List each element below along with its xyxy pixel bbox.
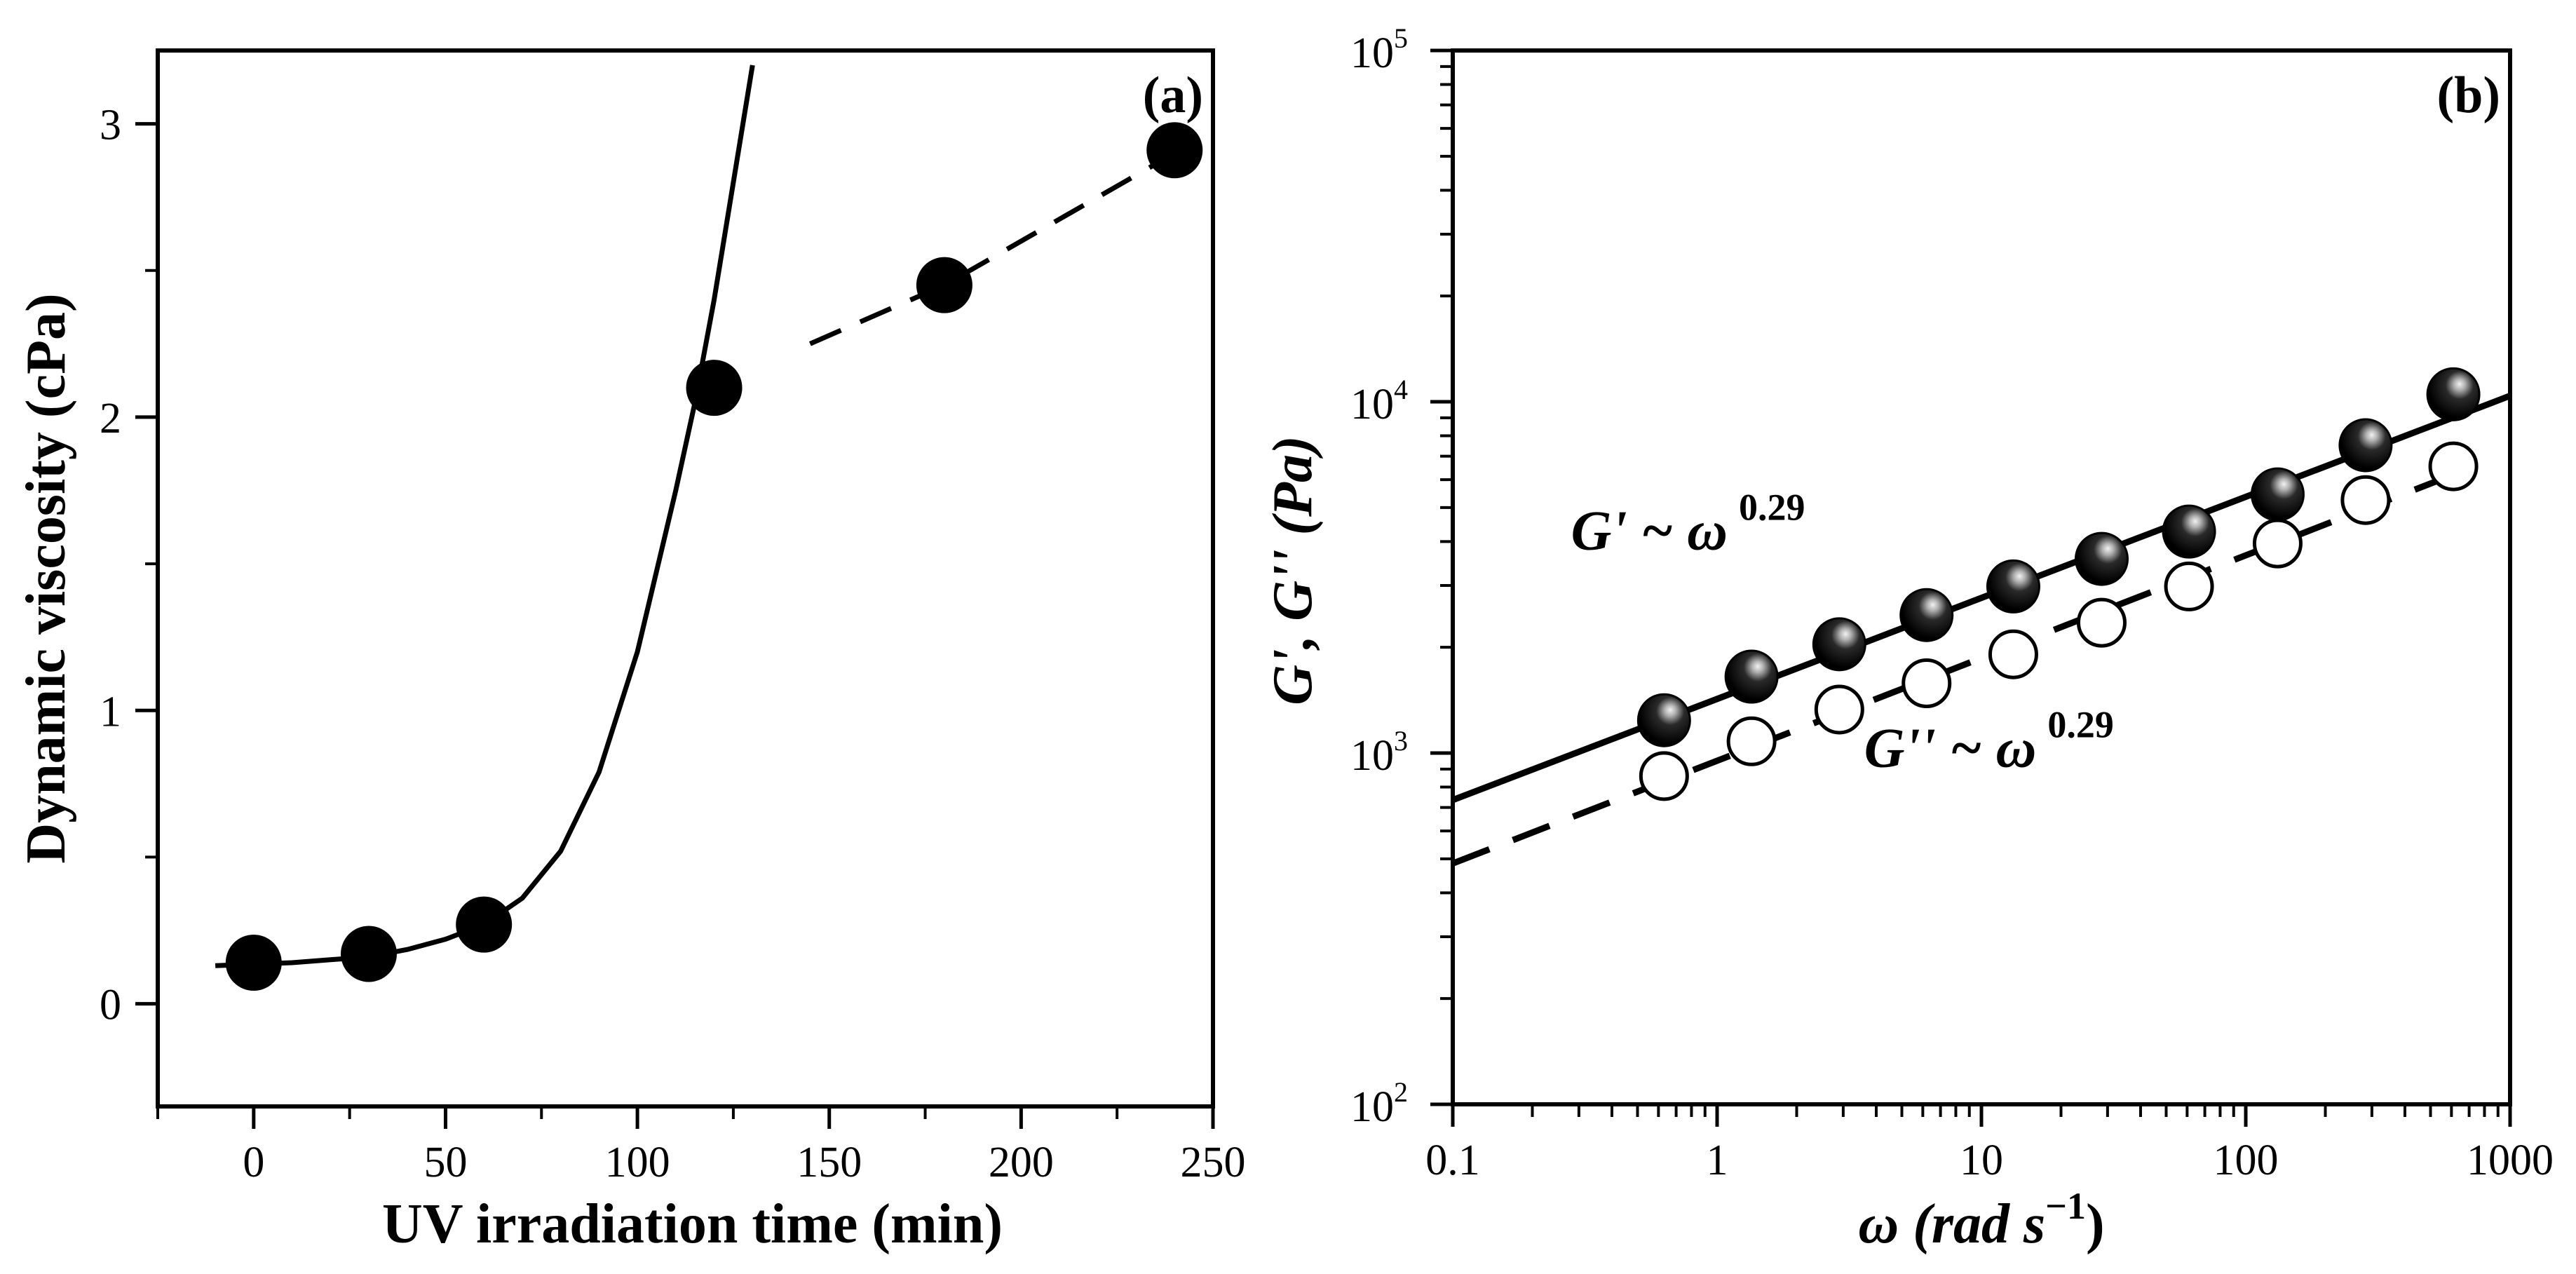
panel-b-x-tick-label: 1 [1707, 1137, 1728, 1184]
panel-b-y-tick-exponent: 4 [1394, 374, 1408, 405]
panel-b-x-axis-title-main: ω (rad s [1858, 1193, 2045, 1255]
panel-b-x-tick-label: 0.1 [1425, 1137, 1480, 1184]
panel-b-x-tick-label: 10 [1960, 1137, 2003, 1184]
panel-a-viscosity-chart: 0 50 100 150 200 250 0 1 2 3 (a) UV irradiation t… [15, 48, 1246, 1255]
panel-b-label: (b) [2437, 67, 2500, 124]
panel-a-plot-frame [156, 48, 1215, 1109]
panel-b-loss-modulus-point [2164, 561, 2214, 611]
panel-a-data-point [456, 896, 513, 953]
panel-a-label: (a) [1143, 67, 1203, 124]
panel-b-loss-modulus-point [2428, 441, 2479, 492]
panel-b-loss-modulus-point [1814, 684, 1864, 735]
panel-b-annotation-exponent: 0.29 [2047, 703, 2114, 745]
panel-a-solid-fit-curve [215, 65, 755, 968]
panel-b-y-axis-title: G', G'' (Pa) [1262, 435, 1324, 705]
panel-a-fit-lines [215, 65, 1177, 968]
panel-b-annotation-exponent: 0.29 [1739, 487, 1805, 529]
panel-b-loss-modulus-point [2076, 597, 2127, 648]
panel-a-y-tick-label: 2 [100, 395, 121, 442]
panel-b-data-points [1636, 367, 2481, 801]
panel-b-storage-modulus-fit-line [1451, 393, 2511, 804]
panel-b-loss-modulus-point [2252, 518, 2303, 569]
panel-a-x-tick-label: 200 [989, 1139, 1054, 1186]
panel-a-y-tick-label: 3 [100, 102, 121, 149]
panel-b-fit-lines [1451, 393, 2511, 867]
panel-b-loss-modulus-fit-line [1451, 471, 2455, 867]
panel-b-power-law-annotation: G' ~ ω 0.29 [1571, 487, 1805, 562]
panel-b-storage-modulus-point [1899, 588, 1954, 642]
panel-b-y-tick-label: 102 [1350, 1076, 1408, 1131]
panel-b-y-tick-base: 10 [1350, 381, 1394, 428]
panel-a-data-point [1146, 122, 1203, 179]
panel-a-y-tick-label: 0 [100, 982, 121, 1029]
panel-b-storage-modulus-point [1636, 693, 1691, 747]
panel-b-loss-modulus-point [2340, 475, 2391, 525]
panel-b-y-tick-exponent: 2 [1394, 1076, 1408, 1108]
panel-a-x-tick-label: 100 [605, 1139, 670, 1186]
panel-b-annotations: G' ~ ω 0.29G'' ~ ω 0.29 [1571, 487, 2114, 780]
panel-a-x-tick-label: 0 [243, 1139, 264, 1186]
panel-b-storage-modulus-point [2426, 367, 2481, 421]
panel-a-x-tick-label: 50 [423, 1139, 467, 1186]
panel-b-storage-modulus-point [2250, 467, 2305, 522]
panel-b-x-axis-title-exponent: −1 [2045, 1185, 2086, 1227]
panel-b-annotation-base: G'' ~ ω [1864, 717, 2037, 779]
panel-b-loss-modulus-point [1902, 658, 1952, 708]
panel-b-y-tick-label: 105 [1350, 22, 1408, 77]
panel-b-loss-modulus-point [1639, 751, 1689, 801]
panel-b-plot-frame [1451, 48, 2512, 1106]
panel-b-x-tick-label: 1000 [2467, 1137, 2554, 1184]
panel-a-y-axis-title: Dynamic viscosity (cPa) [15, 293, 77, 863]
panel-b-y-tick-label: 104 [1350, 374, 1408, 428]
panel-b-x-axis-title: ω (rad s−1) [1858, 1185, 2104, 1255]
panel-b-loss-modulus-point [1726, 716, 1777, 766]
panel-b-x-axis-title-close: ) [2086, 1193, 2105, 1255]
panel-b-storage-modulus-point [2162, 504, 2216, 559]
panel-b-x-tick-label: 100 [2214, 1137, 2279, 1184]
panel-a-dashed-fit-line [808, 151, 1177, 346]
panel-b-annotation-base: G' ~ ω [1571, 501, 1728, 562]
panel-a-data-point [225, 935, 282, 991]
panel-b-storage-modulus-point [2338, 418, 2393, 473]
panel-a-x-tick-label: 250 [1181, 1139, 1246, 1186]
panel-b-y-tick-label: 103 [1350, 725, 1408, 780]
panel-b-storage-modulus-point [1724, 649, 1779, 704]
panel-a-y-tick-label: 1 [100, 688, 121, 736]
panel-b-loss-modulus-point [1988, 629, 2038, 679]
panel-b-y-tick-exponent: 5 [1394, 22, 1408, 54]
panel-b-storage-modulus-point [1986, 559, 2040, 614]
panel-b-y-tick-base: 10 [1350, 732, 1394, 780]
panel-a-data-point [686, 360, 743, 416]
panel-a-ticks: 0 50 100 150 200 250 0 1 2 3 [100, 102, 1246, 1186]
panel-b-power-law-annotation: G'' ~ ω 0.29 [1864, 703, 2114, 779]
panel-b-y-tick-base: 10 [1350, 1083, 1394, 1131]
panel-a-x-axis-title: UV irradiation time (min) [382, 1193, 1003, 1255]
panel-a-data-point [341, 926, 397, 982]
panel-b-storage-modulus-point [2074, 531, 2129, 586]
panel-b-storage-modulus-point [1812, 617, 1866, 672]
panel-a-data-points [225, 122, 1203, 991]
panel-b-y-tick-base: 10 [1350, 29, 1394, 77]
panel-a-data-point [916, 257, 972, 313]
panel-b-y-tick-exponent: 3 [1394, 725, 1408, 757]
panel-a-x-tick-label: 150 [796, 1139, 862, 1186]
